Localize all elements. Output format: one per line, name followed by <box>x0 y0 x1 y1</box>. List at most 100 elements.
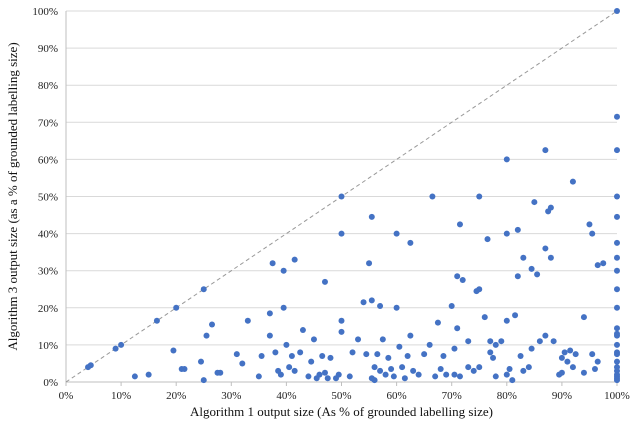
data-point <box>432 373 439 380</box>
data-point <box>266 332 273 339</box>
data-point <box>203 332 210 339</box>
data-point <box>407 332 414 339</box>
data-point <box>426 341 433 348</box>
data-point <box>580 369 587 376</box>
data-point <box>456 373 463 380</box>
data-point <box>316 371 323 378</box>
data-point <box>594 262 601 269</box>
data-point <box>390 373 397 380</box>
x-tick-label: 0% <box>59 390 74 402</box>
data-point <box>308 358 315 365</box>
data-point <box>407 239 414 246</box>
data-point <box>280 304 287 311</box>
x-tick-label: 80% <box>497 390 517 402</box>
data-point <box>338 317 345 324</box>
data-point <box>266 310 273 317</box>
data-point <box>374 351 381 358</box>
data-point <box>197 358 204 365</box>
points-layer <box>85 8 620 384</box>
x-tick-label: 100% <box>604 390 630 402</box>
data-point <box>269 260 276 267</box>
data-point <box>600 260 607 267</box>
data-point <box>492 341 499 348</box>
data-point <box>614 193 620 200</box>
data-point <box>591 366 598 373</box>
y-axis-title: Algorithm 3 output size (as a % of groun… <box>5 42 20 350</box>
data-point <box>542 332 549 339</box>
data-point <box>614 239 620 246</box>
data-point <box>366 260 373 267</box>
data-point <box>244 317 251 324</box>
y-tick-label: 70% <box>38 117 58 129</box>
data-point <box>614 325 620 332</box>
data-point <box>503 317 510 324</box>
data-point <box>512 312 519 319</box>
data-point <box>338 193 345 200</box>
data-point <box>272 349 279 356</box>
data-point <box>338 328 345 335</box>
data-point <box>528 345 535 352</box>
x-tick-label: 40% <box>276 390 296 402</box>
data-point <box>401 375 408 382</box>
data-point <box>520 367 527 374</box>
data-point <box>506 366 513 373</box>
data-point <box>283 341 290 348</box>
x-tick-label: 30% <box>221 390 241 402</box>
data-point <box>558 369 565 376</box>
data-point <box>564 358 571 365</box>
y-tick-label: 10% <box>38 340 58 352</box>
data-point <box>465 364 472 371</box>
data-point <box>440 353 447 360</box>
data-point <box>399 364 406 371</box>
data-point <box>377 367 384 374</box>
data-point <box>170 347 177 354</box>
data-point <box>335 371 342 378</box>
data-point <box>299 327 306 334</box>
data-point <box>239 360 246 367</box>
data-point <box>536 338 543 345</box>
data-point <box>371 364 378 371</box>
data-point <box>410 367 417 374</box>
data-point <box>487 338 494 345</box>
data-point <box>580 314 587 321</box>
data-point <box>255 373 262 380</box>
data-point <box>594 358 601 365</box>
data-point <box>476 364 483 371</box>
data-point <box>614 254 620 261</box>
data-point <box>509 377 516 384</box>
data-point <box>614 213 620 220</box>
axis-layer <box>65 11 618 386</box>
y-tick-label: 100% <box>32 6 58 18</box>
data-point <box>614 377 620 384</box>
y-tick-label: 0% <box>43 377 58 389</box>
data-point <box>503 371 510 378</box>
data-point <box>360 299 367 306</box>
y-tick-label: 20% <box>38 303 58 315</box>
data-point <box>396 343 403 350</box>
data-point <box>118 341 125 348</box>
y-tick-label: 80% <box>38 80 58 92</box>
data-point <box>586 221 593 228</box>
data-point <box>297 349 304 356</box>
data-point <box>368 297 375 304</box>
data-point <box>280 267 287 274</box>
data-point <box>131 373 138 380</box>
data-point <box>476 193 483 200</box>
data-point <box>589 351 596 358</box>
data-point <box>614 286 620 293</box>
data-point <box>487 349 494 356</box>
data-point <box>547 254 554 261</box>
data-point <box>490 354 497 361</box>
data-point <box>492 373 499 380</box>
data-point <box>454 325 461 332</box>
data-point <box>200 377 207 384</box>
data-point <box>459 276 466 283</box>
data-point <box>321 369 328 376</box>
x-tick-label: 20% <box>166 390 186 402</box>
data-point <box>470 367 477 374</box>
data-point <box>286 364 293 371</box>
data-point <box>371 377 378 384</box>
data-point <box>385 354 392 361</box>
data-point <box>443 371 450 378</box>
data-point <box>614 351 620 358</box>
